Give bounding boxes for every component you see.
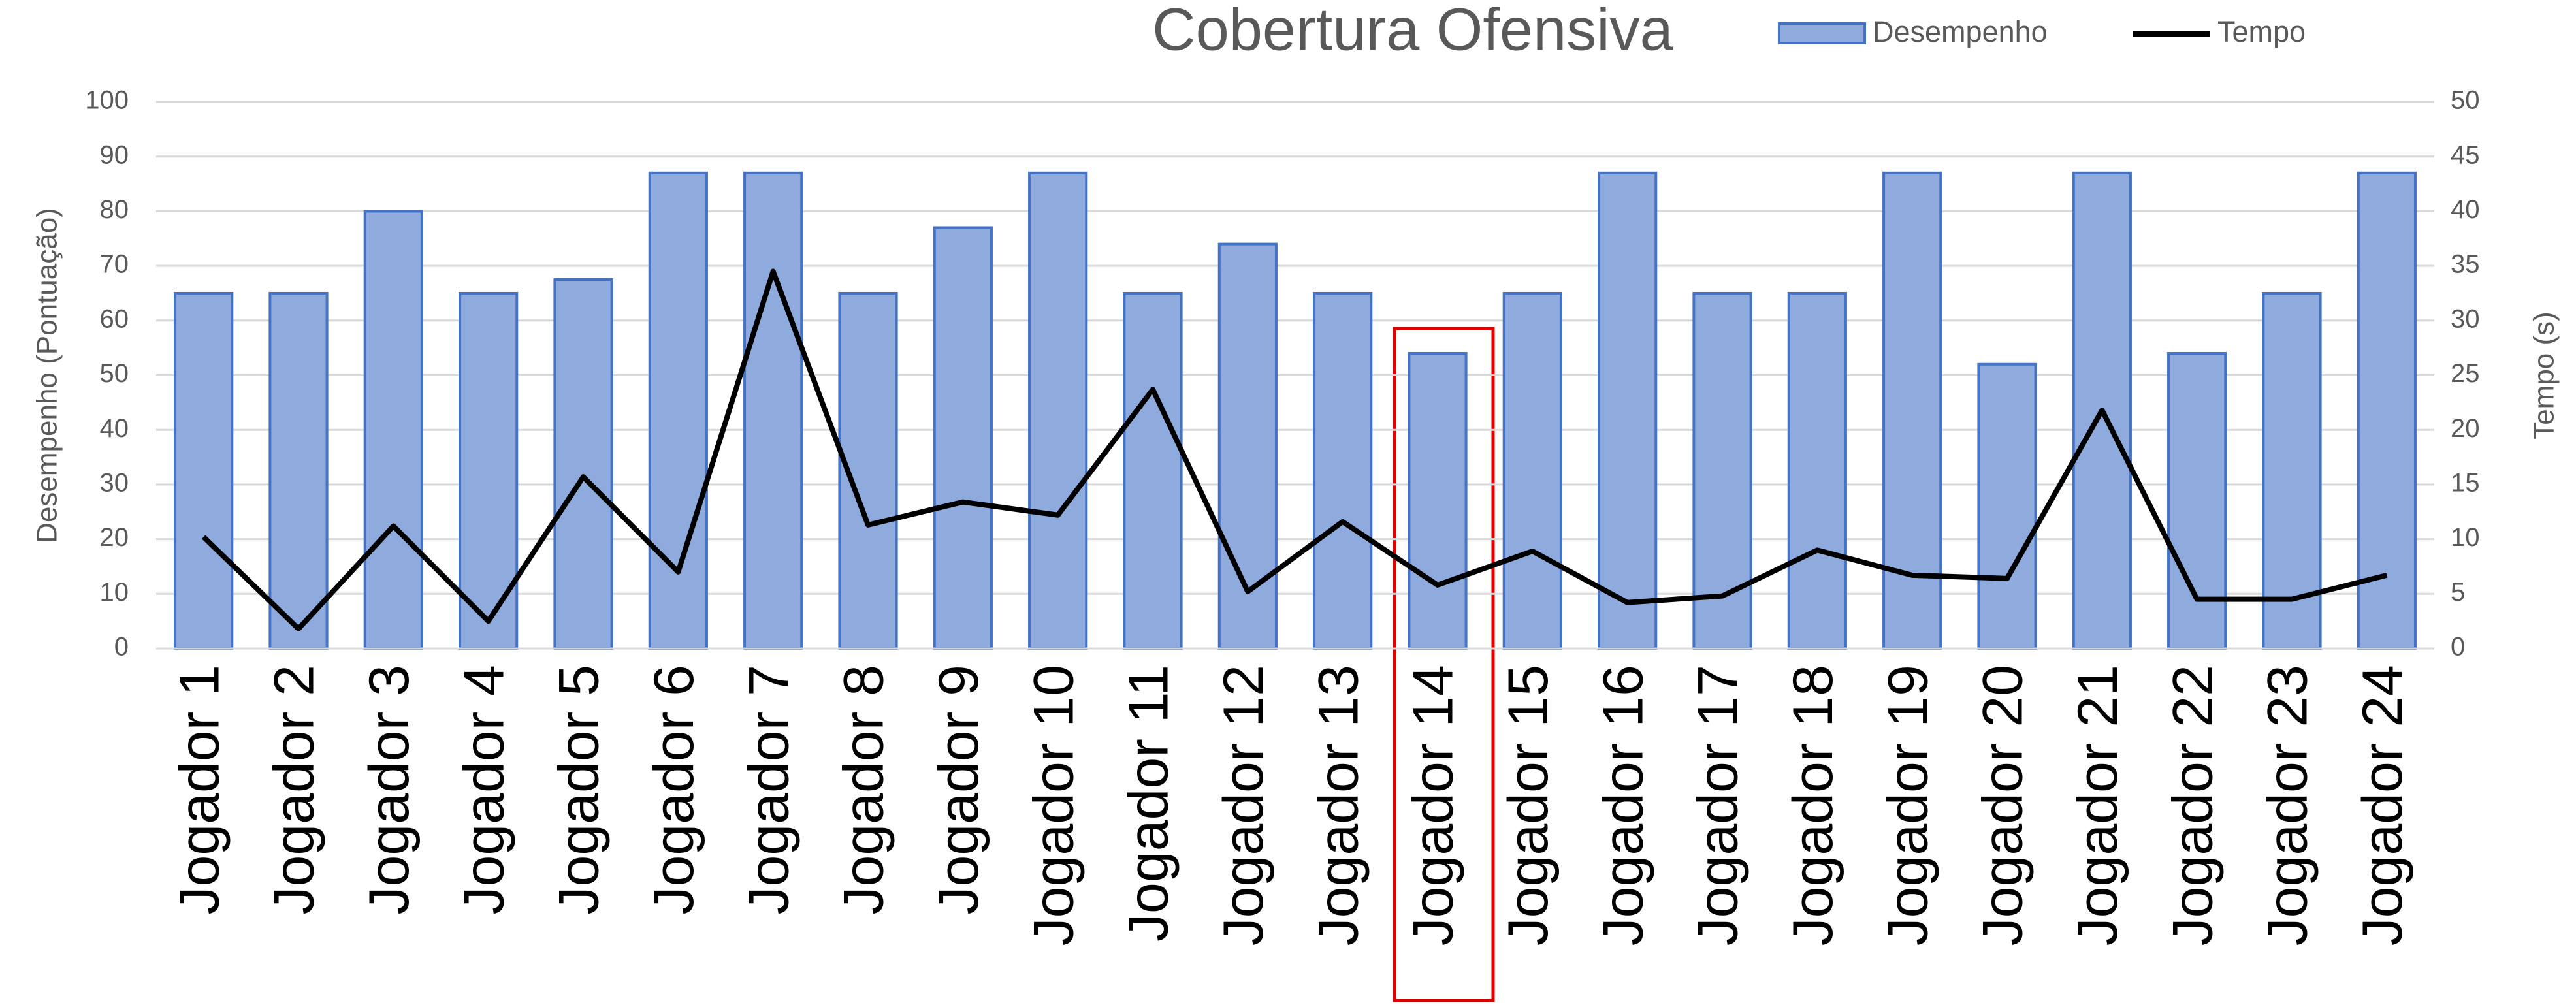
y-tick-label: 10 bbox=[100, 578, 129, 607]
x-tick-label: Jogador 19 bbox=[1876, 665, 1939, 946]
x-tick-label: Jogador 24 bbox=[2351, 665, 2414, 946]
bar bbox=[1787, 291, 1847, 650]
x-tick-label: Jogador 11 bbox=[1118, 665, 1180, 942]
x-tick-label: Jogador 1 bbox=[168, 665, 231, 915]
x-tick-label: Jogador 9 bbox=[927, 665, 990, 915]
x-tick-label: Jogador 12 bbox=[1212, 665, 1275, 946]
bar bbox=[933, 226, 993, 650]
x-tick-label: Jogador 15 bbox=[1497, 665, 1560, 946]
bar bbox=[553, 278, 613, 650]
bar bbox=[1502, 291, 1562, 650]
bar bbox=[174, 291, 234, 650]
y-tick-label: 70 bbox=[100, 250, 129, 279]
bar bbox=[2262, 291, 2322, 650]
y2-axis-label: Tempo (s) bbox=[2528, 312, 2560, 440]
x-tick-label: Jogador 14 bbox=[1402, 665, 1465, 946]
bar bbox=[1217, 242, 1278, 650]
highlight-box bbox=[1393, 327, 1495, 1002]
bar bbox=[743, 171, 803, 650]
chart-title: Cobertura Ofensiva bbox=[1152, 0, 1674, 63]
y-tick-label: 60 bbox=[100, 304, 129, 333]
y2-tick-label: 50 bbox=[2451, 86, 2480, 115]
y2-tick-label: 5 bbox=[2451, 578, 2465, 607]
x-tick-label: Jogador 23 bbox=[2257, 665, 2319, 946]
x-tick-label: Jogador 7 bbox=[737, 665, 800, 915]
y2-tick-label: 40 bbox=[2451, 195, 2480, 224]
y2-tick-label: 20 bbox=[2451, 414, 2480, 443]
bar bbox=[1598, 171, 1658, 650]
x-tick-label: Jogador 22 bbox=[2161, 665, 2224, 946]
y-tick-label: 0 bbox=[114, 633, 129, 662]
legend-label: Desempenho bbox=[1873, 15, 2048, 48]
bar bbox=[1028, 171, 1088, 650]
bar bbox=[648, 171, 708, 650]
x-tick-label: Jogador 16 bbox=[1592, 665, 1654, 946]
x-tick-label: Jogador 8 bbox=[833, 665, 895, 915]
x-tick-label: Jogador 5 bbox=[548, 665, 611, 915]
bar bbox=[1313, 291, 1373, 650]
x-tick-label: Jogador 18 bbox=[1782, 665, 1844, 946]
bar bbox=[1977, 362, 2037, 650]
x-tick-label: Jogador 17 bbox=[1687, 665, 1750, 946]
y2-tick-label: 10 bbox=[2451, 523, 2480, 552]
bar bbox=[363, 210, 423, 650]
y2-tick-label: 35 bbox=[2451, 250, 2480, 279]
bar bbox=[1123, 291, 1183, 650]
x-tick-label: Jogador 21 bbox=[2067, 665, 2129, 946]
y2-tick-label: 0 bbox=[2451, 633, 2465, 662]
y-tick-label: 90 bbox=[100, 140, 129, 169]
y-tick-label: 50 bbox=[100, 359, 129, 388]
y-tick-label: 40 bbox=[100, 414, 129, 443]
y-tick-label: 30 bbox=[100, 468, 129, 497]
x-tick-label: Jogador 3 bbox=[358, 665, 421, 915]
x-tick-label: Jogador 10 bbox=[1022, 665, 1085, 946]
y2-tick-label: 25 bbox=[2451, 359, 2480, 388]
y2-tick-label: 15 bbox=[2451, 468, 2480, 497]
y-tick-label: 100 bbox=[85, 86, 129, 115]
y-axis-label: Desempenho (Pontuação) bbox=[31, 208, 63, 543]
x-tick-label: Jogador 2 bbox=[263, 665, 326, 915]
line bbox=[201, 268, 2388, 631]
y2-tick-label: 30 bbox=[2451, 304, 2480, 333]
x-tick-label: Jogador 13 bbox=[1307, 665, 1370, 946]
y2-tick-label: 45 bbox=[2451, 140, 2480, 169]
bar bbox=[1408, 352, 1468, 650]
x-tick-label: Jogador 20 bbox=[1972, 665, 2035, 946]
legend-swatch bbox=[1778, 22, 1866, 44]
bar bbox=[838, 291, 898, 650]
bar bbox=[268, 291, 329, 650]
legend-label: Tempo bbox=[2217, 15, 2306, 48]
bar bbox=[2167, 352, 2227, 650]
x-tick-label: Jogador 4 bbox=[453, 665, 515, 915]
x-tick-label: Jogador 6 bbox=[643, 665, 705, 915]
y-tick-label: 80 bbox=[100, 195, 129, 224]
y-tick-label: 20 bbox=[100, 523, 129, 552]
